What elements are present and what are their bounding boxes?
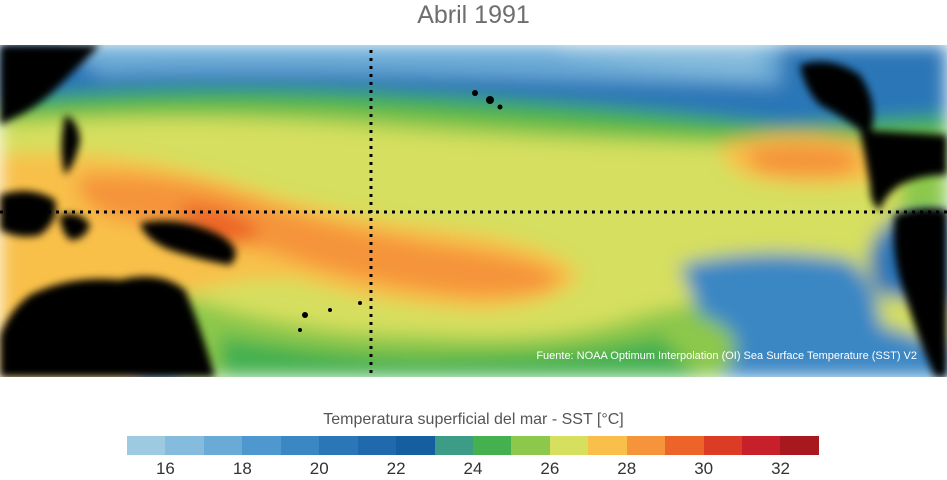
colorbar-segment (742, 436, 781, 455)
sst-field (0, 45, 947, 377)
colorbar-segment (665, 436, 704, 455)
colorbar-tick-label: 32 (771, 459, 791, 478)
colorbar-label: Temperatura superficial del mar - SST [°… (323, 411, 624, 428)
colorbar-segment (127, 436, 166, 455)
colorbar-segment (434, 436, 473, 455)
map-title: Abril 1991 (417, 1, 530, 29)
land-masses (0, 45, 947, 377)
colorbar-segment (280, 436, 320, 455)
colorbar (127, 436, 819, 455)
colorbar-tick-label: 28 (617, 459, 637, 478)
colorbar-segment (588, 436, 627, 455)
colorbar-tick-label: 18 (232, 459, 252, 478)
data-source-credit: Fuente: NOAA Optimum Interpolation (OI) … (536, 350, 917, 362)
colorbar-segment (703, 436, 742, 455)
colorbar-tick-label: 22 (386, 459, 406, 478)
colorbar-segment (780, 436, 819, 455)
colorbar-segment (549, 436, 589, 455)
colorbar-segment (242, 436, 281, 455)
colorbar-segment (319, 436, 358, 455)
colorbar-segment (396, 436, 435, 455)
islands (298, 90, 503, 332)
colorbar-tick-label: 26 (540, 459, 560, 478)
colorbar-ticks: 16 18 20 22 24 26 28 30 32 (127, 459, 819, 479)
colorbar-segment (165, 436, 204, 455)
colorbar-segment (626, 436, 666, 455)
colorbar-segment (472, 436, 512, 455)
colorbar-tick-label: 20 (309, 459, 329, 478)
sst-map (0, 45, 947, 377)
colorbar-segment (357, 436, 397, 455)
colorbar-segment (511, 436, 550, 455)
colorbar-tick-label: 16 (155, 459, 175, 478)
colorbar-tick-label: 24 (463, 459, 483, 478)
colorbar-tick-label: 30 (694, 459, 714, 478)
colorbar-segment (203, 436, 243, 455)
